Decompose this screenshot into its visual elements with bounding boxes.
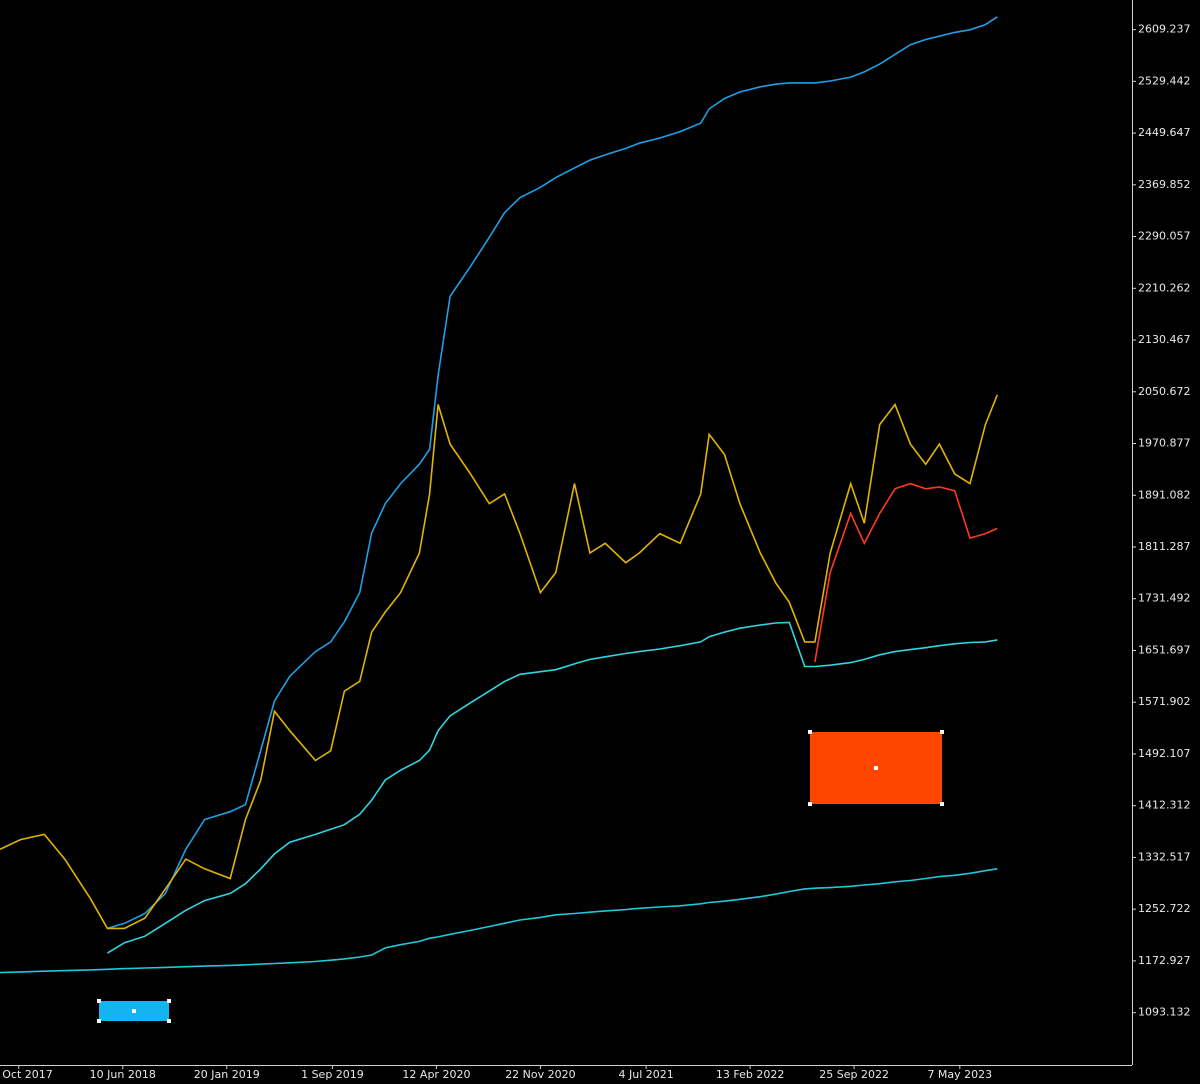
x-tick-label: 1 Sep 2019	[301, 1068, 364, 1081]
y-tick-label: 2290.057	[1138, 230, 1191, 243]
handle	[167, 1019, 171, 1023]
y-tick-label: 1172.927	[1138, 954, 1191, 967]
y-tick-label: 1093.132	[1138, 1006, 1191, 1019]
y-tick-label: 1412.312	[1138, 799, 1191, 812]
series-line	[106, 621, 998, 954]
series-line	[814, 482, 998, 663]
series-line	[0, 394, 999, 930]
plot-area	[0, 16, 999, 974]
x-tick-label: 25 Sep 2022	[819, 1068, 889, 1081]
y-tick-label: 2449.647	[1138, 126, 1191, 139]
handle	[874, 766, 878, 770]
handle	[940, 802, 944, 806]
handle	[97, 999, 101, 1003]
y-tick-label: 1571.902	[1138, 695, 1191, 708]
x-tick-label: 20 Jan 2019	[194, 1068, 260, 1081]
y-tick-label: 2369.852	[1138, 178, 1191, 191]
series-line	[0, 868, 998, 974]
y-tick-label: 2210.262	[1138, 281, 1191, 294]
y-tick-label: 2529.442	[1138, 74, 1191, 87]
y-tick-label: 1970.877	[1138, 437, 1191, 450]
y-tick-label: 1332.517	[1138, 850, 1191, 863]
y-tick-label: 1731.492	[1138, 592, 1191, 605]
handle	[940, 730, 944, 734]
y-tick-label: 1811.287	[1138, 540, 1191, 553]
x-tick-label: 10 Jun 2018	[90, 1068, 156, 1081]
handle	[132, 1009, 136, 1013]
y-tick-label: 1891.082	[1138, 488, 1191, 501]
y-tick-label: 1492.107	[1138, 747, 1191, 760]
x-tick-label: 4 Jul 2021	[618, 1068, 673, 1081]
x-tick-label: 29 Oct 2017	[0, 1068, 53, 1081]
handle	[808, 730, 812, 734]
x-tick-label: 7 May 2023	[927, 1068, 992, 1081]
x-tick-label: 22 Nov 2020	[505, 1068, 575, 1081]
handle	[808, 802, 812, 806]
y-tick-label: 2130.467	[1138, 333, 1191, 346]
handle	[97, 1019, 101, 1023]
y-tick-label: 2609.237	[1138, 23, 1191, 36]
handle	[167, 999, 171, 1003]
series-line	[107, 16, 998, 930]
x-tick-label: 13 Feb 2022	[716, 1068, 784, 1081]
x-tick-label: 12 Apr 2020	[402, 1068, 470, 1081]
y-tick-label: 1252.722	[1138, 902, 1191, 915]
y-tick-label: 1651.697	[1138, 643, 1191, 656]
y-tick-label: 2050.672	[1138, 385, 1191, 398]
